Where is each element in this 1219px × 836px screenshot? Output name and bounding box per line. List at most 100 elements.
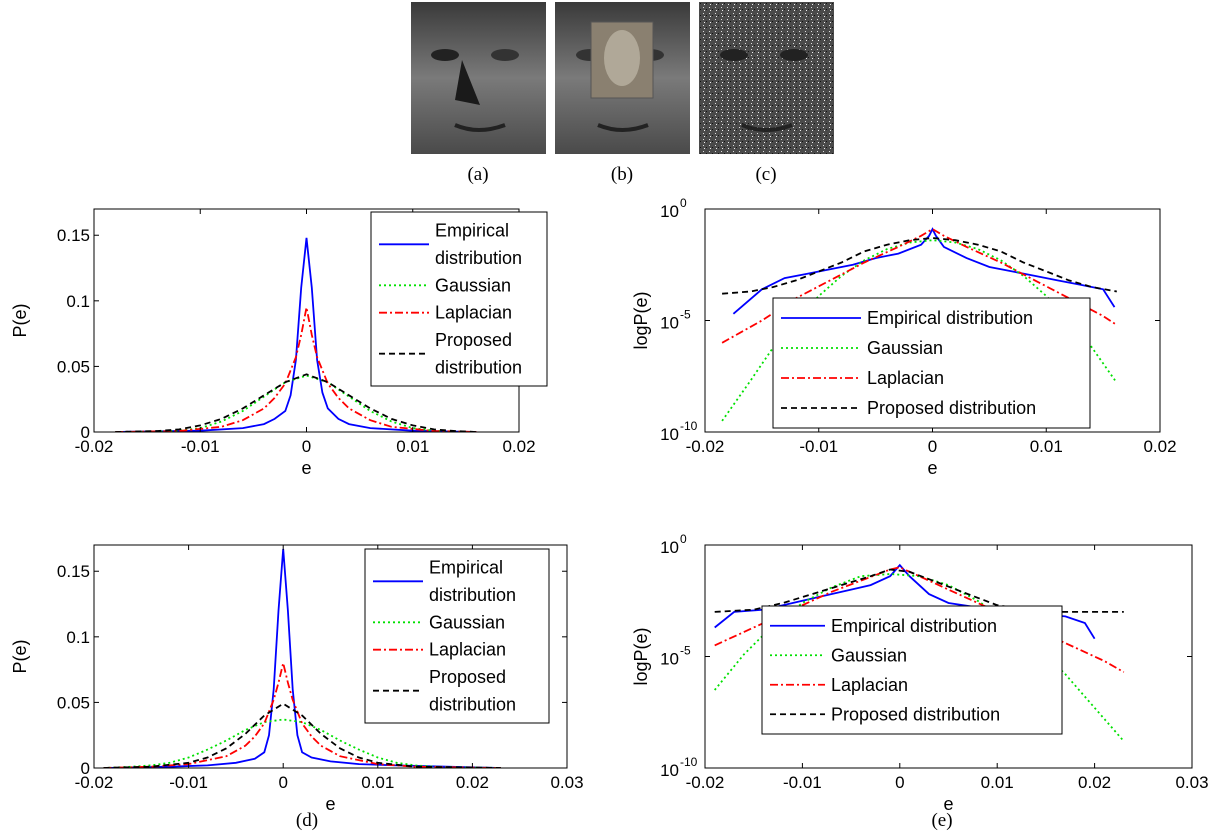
series-gaussian — [721, 239, 1118, 422]
legend-label-empirical: Empirical distribution — [867, 308, 1033, 328]
x-tick-label: 0 — [302, 437, 311, 456]
charts: -0.02 -0.01 0 0.01 0.02 0 0.05 0.1 0.15 e P(e) Empi… — [10, 196, 1209, 814]
x-tick-label: -0.02 — [686, 773, 725, 792]
legend-box — [772, 297, 1091, 429]
x-tick-label: 0.01 — [1030, 437, 1063, 456]
legend-label-proposed: Proposed — [429, 667, 506, 687]
plot-frame — [93, 544, 568, 769]
x-tick-label: 0 — [895, 773, 904, 792]
y-axis-label: P(e) — [10, 303, 30, 337]
series-laplacian — [103, 662, 501, 768]
y-tick-exponent: -10 — [680, 419, 698, 433]
caption-e: (e) — [931, 810, 952, 831]
series-proposed — [115, 373, 477, 432]
y-tick-label: 10 — [660, 425, 679, 444]
x-axis-label: e — [301, 458, 311, 478]
y-tick-exponent: -5 — [680, 308, 691, 322]
x-tick-label: 0.02 — [502, 437, 535, 456]
x-tick-label: 0.01 — [981, 773, 1014, 792]
y-tick-label: 0.15 — [57, 562, 90, 581]
x-tick-label: -0.01 — [181, 437, 220, 456]
x-tick-label: 0.03 — [550, 773, 583, 792]
x-tick-label: -0.02 — [75, 437, 114, 456]
legend-label-proposed: Proposed distribution — [867, 398, 1036, 418]
y-tick-exponent: -10 — [680, 755, 698, 769]
legend-label-proposed: Proposed distribution — [831, 704, 1000, 724]
caption-a: (a) — [467, 164, 488, 185]
y-tick-label: 10 — [660, 650, 679, 669]
legend-box — [364, 548, 550, 724]
y-tick-exponent: 0 — [680, 196, 687, 210]
legend-label-empirical: distribution — [429, 585, 516, 605]
y-tick-label: 0.05 — [57, 693, 90, 712]
legend-label-empirical: Empirical distribution — [831, 616, 997, 636]
legend: Empirical distribution Gaussian Laplacian Pr… — [370, 211, 548, 387]
y-tick-label: 0 — [81, 759, 90, 778]
x-tick-label: -0.02 — [686, 437, 725, 456]
face-occluded-image — [555, 2, 690, 154]
legend-label-gaussian: Gaussian — [435, 275, 511, 295]
x-axis-label: e — [927, 458, 937, 478]
legend: Empirical distribution Gaussian Laplacian P… — [761, 605, 1063, 735]
x-tick-label: -0.01 — [799, 437, 838, 456]
y-tick-label: 0.1 — [66, 628, 90, 647]
legend-label-empirical: Empirical — [435, 221, 509, 241]
series-empirical — [115, 237, 477, 432]
series-proposed — [722, 237, 1117, 295]
caption-d: (d) — [296, 810, 318, 831]
legend-label-gaussian: Gaussian — [429, 612, 505, 632]
x-tick-label: -0.01 — [783, 773, 822, 792]
legend-label-proposed: distribution — [429, 694, 516, 714]
series-laplacian — [115, 307, 477, 432]
series-laplacian — [721, 228, 1118, 344]
face-shadow-image — [411, 2, 546, 154]
legend-box — [370, 211, 548, 387]
caption-b: (b) — [611, 164, 633, 185]
y-tick-label: 10 — [660, 314, 679, 333]
x-axis-label: e — [943, 794, 953, 814]
x-tick-label: -0.01 — [169, 773, 208, 792]
x-tick-label: -0.02 — [75, 773, 114, 792]
y-tick-label: 0.15 — [57, 226, 90, 245]
x-tick-label: 0.01 — [396, 437, 429, 456]
x-tick-label: 0.03 — [1175, 773, 1208, 792]
series-proposed — [103, 702, 501, 768]
y-tick-label: 0.1 — [66, 292, 90, 311]
legend-label-gaussian: Gaussian — [867, 338, 943, 358]
y-tick-label: 0 — [81, 423, 90, 442]
legend-label-gaussian: Gaussian — [831, 645, 907, 665]
chart-top-left: -0.02 -0.01 0 0.01 0.02 0 0.05 0.1 0.15 e P(e) Empi… — [10, 208, 548, 478]
y-tick-label: 10 — [660, 538, 679, 557]
y-tick-label: 10 — [660, 202, 679, 221]
y-tick-exponent: 0 — [680, 532, 687, 546]
x-tick-label: 0.02 — [1143, 437, 1176, 456]
legend-label-empirical: Empirical — [429, 558, 503, 578]
x-tick-label: 0.01 — [361, 773, 394, 792]
caption-c: (c) — [755, 164, 776, 185]
y-axis-label: P(e) — [10, 639, 30, 673]
x-tick-label: 0.02 — [456, 773, 489, 792]
legend-label-laplacian: Laplacian — [831, 675, 908, 695]
legend-label-empirical: distribution — [435, 248, 522, 268]
face-noise-image — [699, 2, 834, 154]
legend-label-laplacian: Laplacian — [435, 303, 512, 323]
legend-box — [761, 605, 1063, 735]
x-axis-label: e — [325, 794, 335, 814]
series-gaussian — [103, 718, 501, 768]
y-tick-label: 10 — [660, 761, 679, 780]
x-tick-label: 0.02 — [1078, 773, 1111, 792]
legend-label-laplacian: Laplacian — [867, 368, 944, 388]
y-tick-label: 0.05 — [57, 357, 90, 376]
x-tick-label: 0 — [928, 437, 937, 456]
series-empirical — [732, 227, 1116, 315]
legend-label-proposed: Proposed — [435, 330, 512, 350]
legend-label-laplacian: Laplacian — [429, 640, 506, 660]
legend: Empirical distribution Gaussian Laplacian P… — [772, 297, 1091, 429]
chart-bottom-left: -0.02 -0.01 0 0.01 0.02 0.03 0 0.05 0.1 0.15 e P(e)… — [10, 544, 584, 814]
y-axis-label: logP(e) — [631, 291, 651, 349]
legend-label-proposed: distribution — [435, 357, 522, 377]
legend: Empirical distribution Gaussian Laplacian Pr… — [364, 548, 550, 724]
